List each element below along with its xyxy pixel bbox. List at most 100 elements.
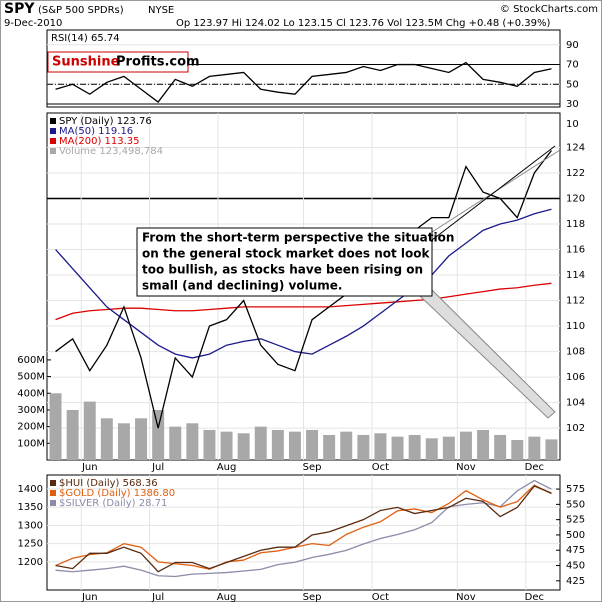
volume-bar — [391, 436, 404, 460]
volume-bar — [323, 434, 336, 460]
volume-bar — [135, 418, 148, 460]
legend-label: $SILVER (Daily) 28.71 — [59, 498, 167, 509]
volume-bar — [220, 431, 233, 460]
exchange: NYSE — [148, 5, 174, 16]
legend-label: MA(50) 119.16 — [59, 126, 133, 137]
legend-swatch — [50, 138, 56, 144]
volume-bar — [408, 434, 421, 460]
x-tick-label: Jun — [81, 592, 98, 602]
symbol: SPY — [4, 1, 35, 17]
volume-bar — [186, 423, 199, 460]
legend-swatch — [50, 128, 56, 134]
volume-bar — [117, 423, 130, 460]
x-tick-label: Aug — [217, 462, 237, 473]
logo-b: Profits.com — [116, 55, 200, 70]
volume-bar — [152, 409, 165, 460]
volume-bar — [306, 429, 319, 460]
annotation: From the short-term perspective the situ… — [142, 231, 454, 245]
legend-label: MA(200) 113.35 — [59, 136, 140, 147]
y-tick-label: 1400 — [18, 484, 43, 495]
x-tick-label: Sep — [303, 462, 322, 473]
y2-tick-label: 600M — [17, 355, 45, 366]
volume-bar — [442, 436, 455, 460]
x-tick-label: Jul — [151, 462, 164, 473]
y-tick-label: 1300 — [18, 520, 43, 531]
y2-tick-label: 450 — [566, 561, 585, 572]
annotation: small (and declining) volume. — [142, 279, 342, 293]
y-tick-label: 70 — [566, 60, 579, 71]
volume-bar — [425, 438, 438, 460]
legend-label: Volume 123,498,784 — [59, 146, 163, 157]
volume-bar — [66, 409, 79, 460]
volume-bar — [528, 436, 541, 460]
y2-tick-label: 200M — [17, 422, 45, 433]
y-tick-label: 90 — [566, 40, 579, 51]
volume-bar — [169, 426, 182, 460]
annotation-box — [136, 227, 433, 297]
line-series — [55, 282, 552, 321]
volume-bar — [511, 439, 524, 460]
volume-bar — [203, 429, 216, 460]
volume-bar — [545, 439, 558, 460]
date: 9-Dec-2010 — [4, 18, 62, 29]
y2-tick-label: 575 — [566, 484, 585, 495]
y-tick-label: 120 — [566, 193, 585, 204]
y-tick-label: 122 — [566, 168, 585, 179]
y-tick-label: 102 — [566, 423, 585, 434]
logo-a: Sunshine — [52, 55, 120, 70]
x-tick-label: Sep — [303, 592, 322, 602]
y-tick-label: 108 — [566, 347, 585, 358]
volume-bar — [340, 431, 353, 460]
y2-tick-label: 500M — [17, 372, 45, 383]
symbol-name: (S&P 500 SPDRs) — [38, 5, 124, 16]
annotation: too bullish, as stocks have been rising … — [142, 263, 423, 277]
y-tick-label: 1350 — [18, 502, 43, 513]
x-tick-label: Oct — [372, 592, 389, 602]
x-tick-label: Dec — [525, 592, 544, 602]
legend-swatch — [50, 490, 56, 496]
line-series — [55, 208, 552, 359]
y-tick-label: 118 — [566, 219, 585, 230]
volume-bar — [357, 434, 370, 460]
volume-bar — [254, 426, 267, 460]
volume-bar — [459, 431, 472, 460]
y-tick-label: 110 — [566, 321, 585, 332]
y-tick-label: 112 — [566, 296, 585, 307]
y-tick-label: 124 — [566, 142, 585, 153]
legend-swatch — [50, 500, 56, 506]
x-tick-label: Jun — [81, 462, 98, 473]
y2-tick-label: 425 — [566, 576, 585, 587]
volume-bar — [271, 429, 284, 460]
line-series — [55, 150, 552, 429]
x-tick-label: Jul — [151, 592, 164, 602]
credit: © StockCharts.com — [500, 4, 598, 15]
y-tick-label: 50 — [566, 79, 579, 90]
x-tick-label: Oct — [372, 462, 389, 473]
volume-bar — [83, 401, 96, 460]
y2-tick-label: 300M — [17, 405, 45, 416]
y-tick-label: 114 — [566, 270, 585, 281]
volume-bar — [477, 429, 490, 460]
x-tick-label: Aug — [217, 592, 237, 602]
y-tick-label: 116 — [566, 245, 585, 256]
y2-tick-label: 550 — [566, 499, 585, 510]
line-series — [55, 485, 552, 573]
logo-box — [47, 51, 189, 73]
volume-bar — [237, 433, 250, 460]
trend-line — [431, 145, 556, 241]
panel-title: RSI(14) 65.74 — [51, 33, 120, 44]
line-series — [55, 479, 552, 578]
y2-tick-label: 500 — [566, 530, 585, 541]
legend-swatch — [50, 480, 56, 486]
y-tick-label: 10 — [566, 119, 579, 130]
y2-tick-label: 525 — [566, 515, 585, 526]
legend-swatch — [50, 118, 56, 124]
legend-label: $GOLD (Daily) 1386.80 — [59, 488, 175, 499]
volume-bar — [494, 434, 507, 460]
y-tick-label: 30 — [566, 99, 579, 110]
line-series — [55, 61, 552, 103]
legend-swatch — [50, 148, 56, 154]
annotation: on the general stock market does not loo… — [142, 247, 430, 261]
y2-tick-label: 475 — [566, 545, 585, 556]
